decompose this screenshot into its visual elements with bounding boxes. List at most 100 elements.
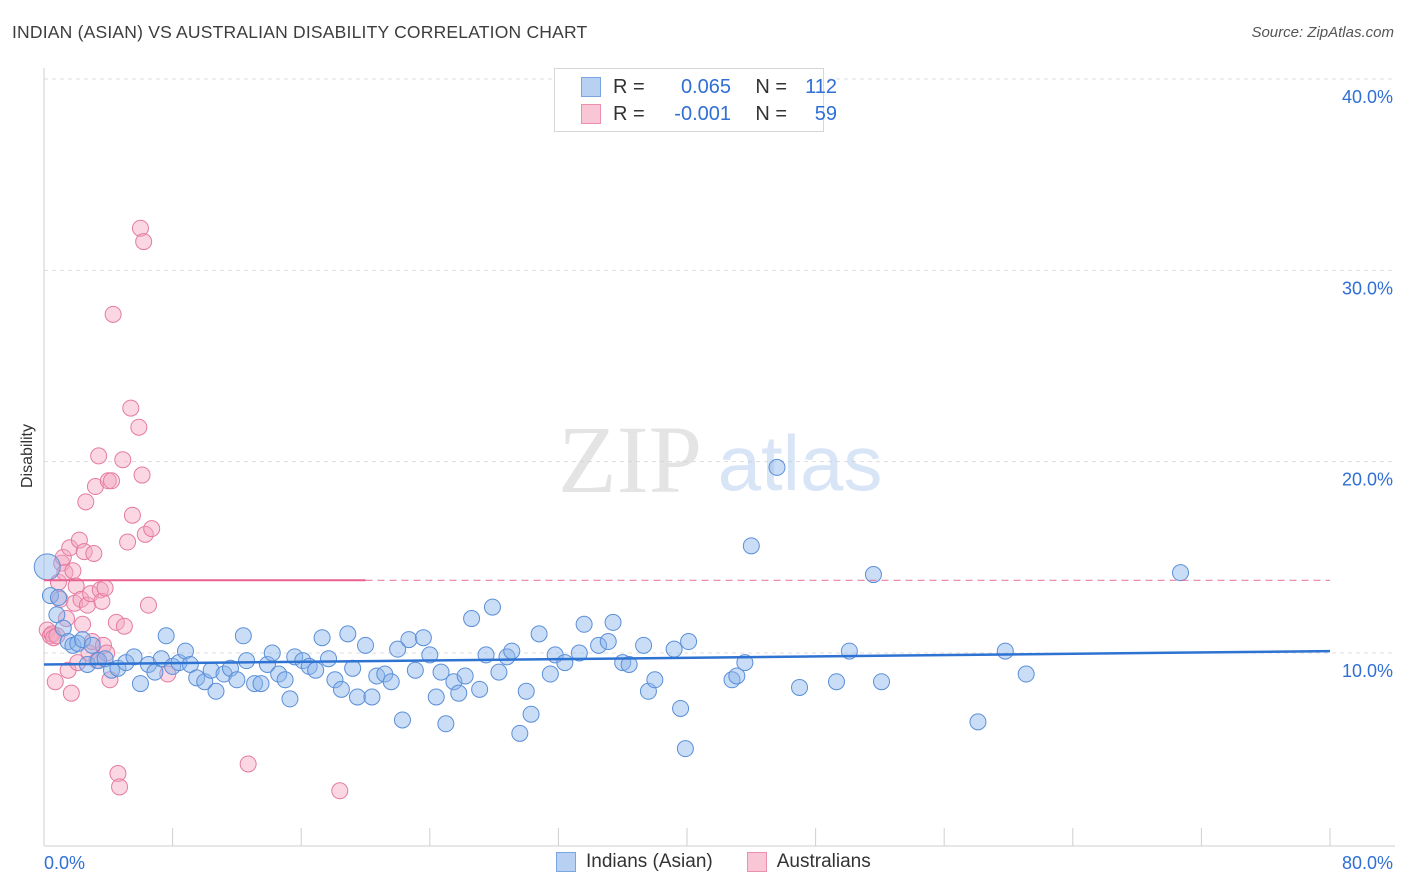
chart-title: INDIAN (ASIAN) VS AUSTRALIAN DISABILITY …: [12, 22, 588, 42]
watermark-zip: ZIP: [558, 406, 702, 513]
indians-point: [389, 640, 407, 658]
series-legend: Indians (Asian) Australians: [556, 851, 905, 873]
indians-point: [450, 684, 468, 702]
indians-point: [188, 669, 206, 687]
indians-point: [307, 661, 325, 679]
indians-point: [471, 680, 489, 698]
y-tick-label: 10.0%: [1342, 661, 1393, 681]
australians-point: [85, 545, 103, 563]
australians-point: [331, 782, 349, 800]
australians-point: [96, 579, 114, 597]
legend-n-value: 112: [805, 75, 837, 98]
indians-point: [326, 671, 344, 689]
australians-point: [143, 520, 161, 538]
indians-trend-line: [43, 649, 1331, 666]
indians-point: [511, 724, 529, 742]
trend-lines: [43, 579, 1331, 666]
stats-legend: R = 0.065 N = 112 R = -0.001 N = 59: [554, 68, 837, 132]
x-tick-label-min: 0.0%: [44, 853, 85, 873]
australians-point: [122, 399, 140, 417]
indians-point: [437, 715, 455, 733]
indians-point: [456, 667, 474, 685]
legend-n-value: 59: [814, 102, 837, 125]
indians-point: [393, 711, 411, 729]
source-label: Source: ZipAtlas.com: [1251, 24, 1394, 41]
indians-point: [996, 642, 1014, 660]
legend-n-label: N =: [755, 102, 787, 125]
indians-point: [363, 688, 381, 706]
australians-point: [93, 592, 111, 610]
indians-point: [530, 625, 548, 643]
indians-point: [575, 615, 593, 633]
australians-point: [46, 673, 64, 691]
australians-point: [114, 451, 132, 469]
legend-row-indians: R = 0.065 N = 112: [555, 74, 837, 100]
indians-point: [676, 740, 694, 758]
y-tick-label: 40.0%: [1342, 87, 1393, 107]
indians-point: [463, 610, 481, 628]
indians-point: [620, 655, 638, 673]
x-tick-label-max: 80.0%: [1342, 853, 1393, 873]
legend-r-value: 0.065: [680, 75, 731, 98]
indians-point: [1017, 665, 1035, 683]
legend-item-indians[interactable]: Indians (Asian): [556, 851, 713, 873]
indians-point: [320, 650, 338, 668]
indians-point: [83, 636, 101, 654]
legend-item-australians[interactable]: Australians: [746, 851, 871, 873]
indians-point: [228, 671, 246, 689]
australians-point: [90, 447, 108, 465]
indians-point: [348, 688, 366, 706]
y-tick-label: 30.0%: [1342, 278, 1393, 298]
australians-point: [130, 418, 148, 436]
legend-r-label: R =: [613, 75, 645, 98]
indians-point: [517, 682, 535, 700]
watermark-atlas: atlas: [718, 419, 883, 507]
australians-point: [123, 506, 141, 524]
indians-point: [680, 633, 698, 651]
australians-point: [72, 590, 90, 608]
australians-point: [136, 525, 154, 543]
indians-point: [522, 705, 540, 723]
indians-point: [590, 636, 608, 654]
indians-point: [646, 671, 664, 689]
indians-point: [635, 636, 653, 654]
indians-point: [400, 631, 418, 649]
australians-point: [67, 577, 85, 595]
y-tick-label: 20.0%: [1342, 470, 1393, 490]
indians-point: [339, 625, 357, 643]
australians-point: [64, 562, 82, 580]
australians-point: [139, 596, 157, 614]
indians-point: [33, 553, 61, 581]
legend-label-indians: Indians (Asian): [586, 851, 713, 872]
australians-point: [77, 493, 95, 511]
australians-point: [115, 617, 133, 635]
australians-point: [103, 472, 121, 490]
legend-n-label: N =: [755, 75, 787, 98]
indians-point: [873, 673, 891, 691]
australians-point: [135, 233, 153, 251]
indians-point: [276, 671, 294, 689]
indians-point: [270, 665, 288, 683]
indians-point: [728, 667, 746, 685]
indians-point: [234, 627, 252, 645]
indians-point: [541, 665, 559, 683]
australians-point: [133, 466, 151, 484]
indians-point: [74, 631, 92, 649]
indians-point: [490, 663, 508, 681]
legend-swatch-pink: [746, 852, 767, 872]
indians-point: [263, 644, 281, 662]
indians-point: [125, 648, 143, 666]
indians-point: [246, 675, 264, 693]
indians-point: [503, 642, 521, 660]
indians-point: [252, 675, 270, 693]
indians-point: [427, 688, 445, 706]
indians-point: [313, 629, 331, 647]
legend-r-label: R =: [613, 102, 645, 125]
indians-point: [344, 659, 362, 677]
legend-row-australians: R = -0.001 N = 59: [555, 101, 837, 127]
australians-point: [239, 755, 257, 773]
legend-swatch-blue: [581, 77, 601, 97]
indians-point: [672, 699, 690, 717]
indians-point: [332, 680, 350, 698]
